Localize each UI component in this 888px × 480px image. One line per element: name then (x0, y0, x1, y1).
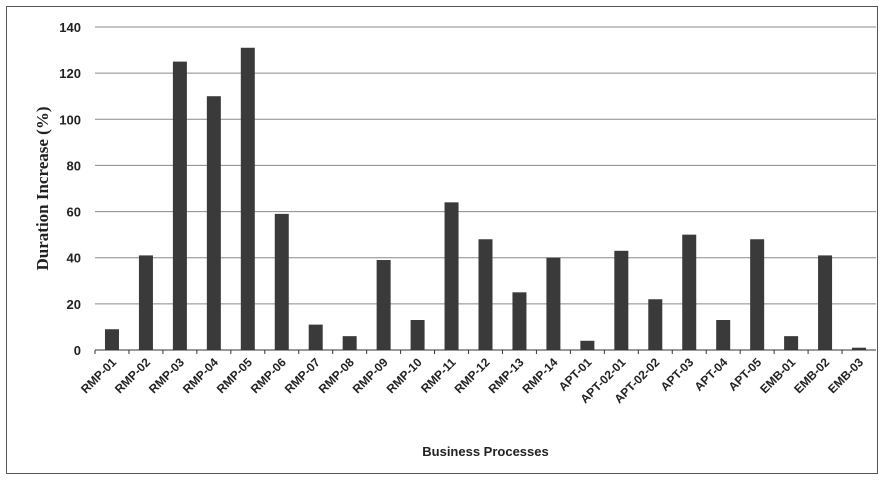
bar-rmp-01 (104, 329, 119, 350)
y-tick-label: 80 (67, 158, 81, 173)
x-tick-label: RMP-04 (180, 355, 221, 396)
x-tick-label: RMP-14 (520, 355, 561, 396)
bar-emb-01 (784, 336, 799, 350)
y-tick-label: 140 (59, 20, 81, 35)
bar-rmp-05 (240, 47, 255, 351)
bar-emb-02 (818, 255, 833, 350)
y-tick-label: 60 (67, 205, 81, 220)
bar-rmp-09 (376, 260, 391, 350)
y-tick-label: 120 (59, 66, 81, 81)
x-axis-ticks: RMP-01RMP-02RMP-03RMP-04RMP-05RMP-06RMP-… (78, 350, 866, 406)
chart-frame (6, 6, 878, 474)
y-axis-title: Duration Increase (%) (33, 107, 52, 271)
bar-rmp-03 (172, 61, 187, 350)
x-tick-label: RMP-08 (316, 355, 357, 396)
x-tick-label: EMB-01 (757, 355, 798, 396)
x-tick-label: EMB-03 (825, 355, 866, 396)
bar-rmp-14 (546, 257, 561, 350)
bar-apt-01 (580, 340, 595, 350)
x-tick-label: EMB-02 (791, 355, 832, 396)
x-tick-label: RMP-09 (350, 355, 391, 396)
bar-apt-04 (716, 320, 731, 350)
bar-rmp-06 (274, 213, 289, 350)
x-tick-label: APT-03 (658, 355, 697, 394)
x-tick-label: RMP-02 (112, 355, 153, 396)
x-tick-label: RMP-12 (452, 355, 493, 396)
y-tick-label: 20 (67, 297, 81, 312)
bar-apt-03 (682, 234, 697, 350)
y-tick-label: 40 (67, 251, 81, 266)
x-tick-label: RMP-10 (384, 355, 425, 396)
bar-rmp-08 (342, 336, 357, 350)
bar-apt-02-02 (648, 299, 663, 350)
y-tick-label: 0 (74, 343, 81, 358)
x-tick-label: RMP-13 (486, 355, 527, 396)
y-axis-ticks: 0 20 40 60 80 100 120 140 (59, 20, 81, 358)
bar-apt-02-01 (614, 250, 629, 350)
bar-rmp-02 (138, 255, 153, 350)
x-tick-label: APT-04 (692, 355, 731, 394)
bar-rmp-07 (308, 324, 323, 350)
x-tick-label: RMP-01 (78, 355, 119, 396)
x-tick-label: RMP-07 (282, 355, 323, 396)
x-tick-label: RMP-03 (146, 355, 187, 396)
x-axis-title: Business Processes (422, 444, 548, 459)
x-tick-label: RMP-05 (214, 355, 255, 396)
bar-apt-05 (750, 239, 765, 350)
bar-rmp-04 (206, 96, 221, 350)
bar-rmp-11 (444, 202, 459, 350)
x-tick-label: RMP-06 (248, 355, 289, 396)
bar-rmp-12 (478, 239, 493, 350)
y-tick-label: 100 (59, 112, 81, 127)
x-tick-label: RMP-11 (418, 355, 459, 396)
bars (104, 47, 867, 351)
bar-rmp-10 (410, 320, 425, 350)
gridlines (95, 26, 876, 305)
bar-rmp-13 (512, 292, 527, 350)
bar-emb-03 (852, 347, 867, 350)
